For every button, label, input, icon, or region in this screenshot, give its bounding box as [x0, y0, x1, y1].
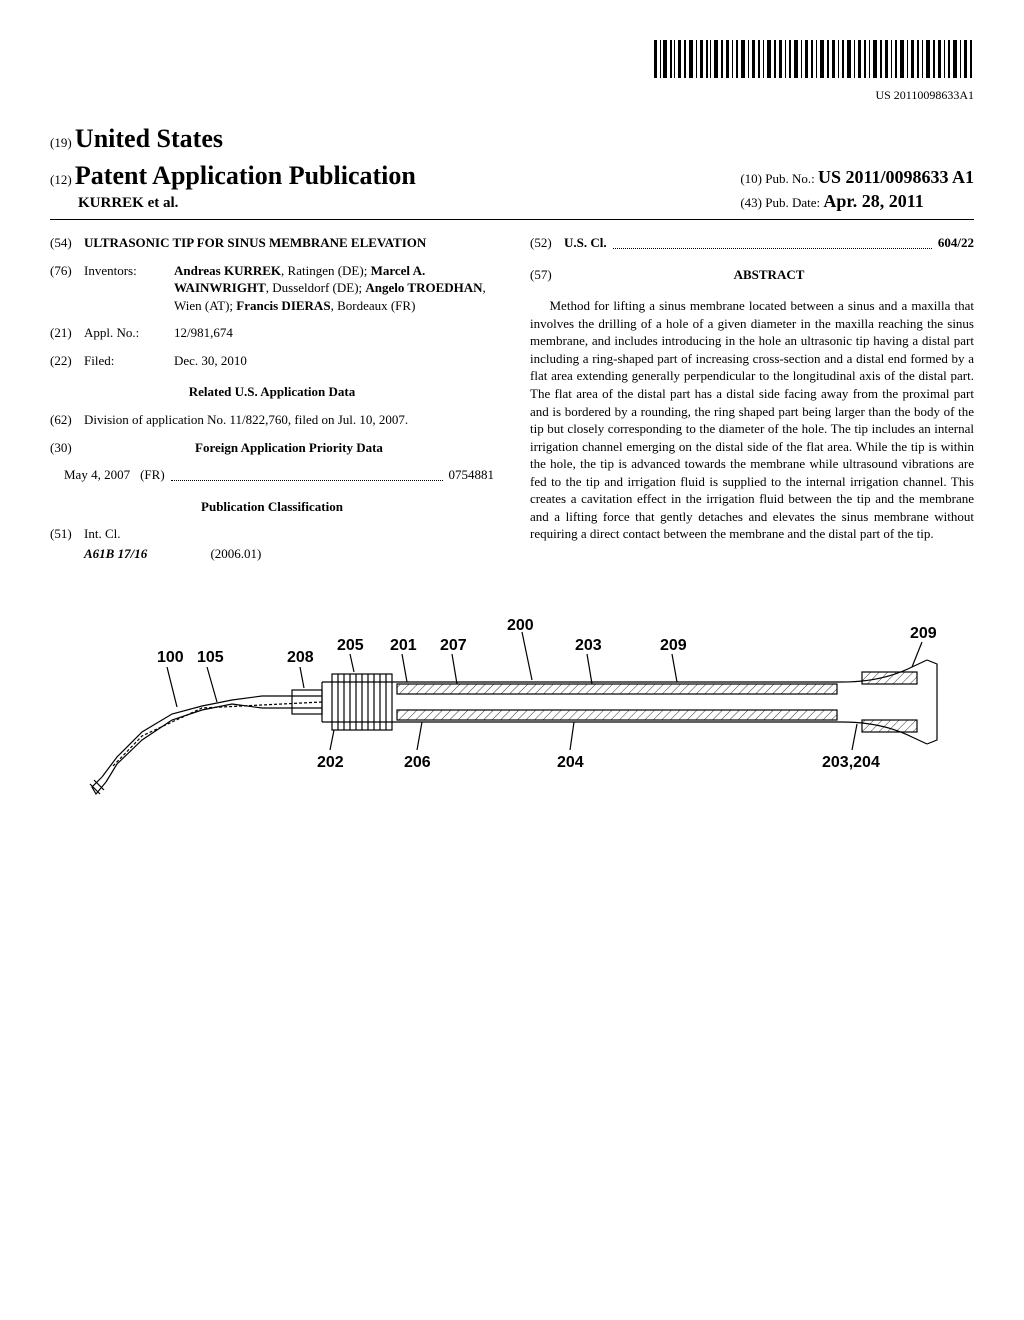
- inventors-list: Andreas KURREK, Ratingen (DE); Marcel A.…: [174, 262, 494, 315]
- intcl-code: (51): [50, 525, 84, 543]
- patent-figure: 100 105 208 205 201 207 200 203 209 209 …: [50, 612, 974, 817]
- left-column: (54) ULTRASONIC TIP FOR SINUS MEMBRANE E…: [50, 234, 494, 562]
- country-name: United States: [75, 124, 223, 153]
- priority-country: (FR): [140, 466, 165, 484]
- pubclass-heading: Publication Classification: [50, 498, 494, 516]
- barcode-block: [50, 40, 974, 83]
- foreign-priority-row: (30) Foreign Application Priority Data: [50, 439, 494, 457]
- application-number: 12/981,674: [174, 324, 494, 342]
- abstract-heading: ABSTRACT: [564, 266, 974, 284]
- ipc-line: A61B 17/16 (2006.01): [84, 545, 494, 563]
- division-code: (62): [50, 411, 84, 429]
- fig-label-209b: 209: [910, 625, 937, 642]
- fig-label-206: 206: [404, 754, 431, 771]
- fig-label-203204: 203,204: [822, 754, 880, 771]
- fig-label-204: 204: [557, 754, 584, 771]
- fig-label-205: 205: [337, 637, 364, 654]
- filed-date: Dec. 30, 2010: [174, 352, 494, 370]
- division-row: (62) Division of application No. 11/822,…: [50, 411, 494, 429]
- inventors-label: Inventors:: [84, 262, 174, 315]
- filed-row: (22) Filed: Dec. 30, 2010: [50, 352, 494, 370]
- fig-label-207: 207: [440, 637, 467, 654]
- ipc-code: A61B 17/16: [84, 546, 147, 561]
- abstract-heading-row: (57) ABSTRACT: [530, 266, 974, 294]
- uscl-row: (52) U.S. Cl. 604/22: [530, 234, 974, 252]
- fig-label-209: 209: [660, 637, 687, 654]
- uscl-code: (52): [530, 234, 564, 252]
- dotted-leader: [171, 466, 443, 481]
- publication-kind: Patent Application Publication: [75, 161, 416, 190]
- publication-date: Apr. 28, 2011: [823, 191, 923, 211]
- barcode-image: [654, 40, 974, 78]
- uscl-label: U.S. Cl.: [564, 234, 607, 252]
- related-data-heading: Related U.S. Application Data: [50, 383, 494, 401]
- kind-code: (12): [50, 172, 72, 187]
- foreign-priority-heading: Foreign Application Priority Data: [84, 439, 494, 457]
- priority-date: May 4, 2007: [64, 466, 130, 484]
- header-left: (19) United States (12) Patent Applicati…: [50, 121, 416, 213]
- fig-label-201: 201: [390, 637, 417, 654]
- applno-code: (21): [50, 324, 84, 342]
- title-code: (54): [50, 234, 84, 252]
- intcl-label: Int. Cl.: [84, 525, 494, 543]
- fig-label-200: 200: [507, 617, 534, 634]
- title-row: (54) ULTRASONIC TIP FOR SINUS MEMBRANE E…: [50, 234, 494, 252]
- applno-row: (21) Appl. No.: 12/981,674: [50, 324, 494, 342]
- fig-label-100: 100: [157, 649, 184, 666]
- inventors-row: (76) Inventors: Andreas KURREK, Ratingen…: [50, 262, 494, 315]
- division-text: Division of application No. 11/822,760, …: [84, 411, 494, 429]
- pubno-label: Pub. No.:: [765, 171, 814, 186]
- fig-label-105: 105: [197, 649, 224, 666]
- ipc-year: (2006.01): [210, 546, 261, 561]
- header-right: (10) Pub. No.: US 2011/0098633 A1 (43) P…: [740, 165, 974, 214]
- pubdate-code: (43): [740, 195, 762, 210]
- pubno-code: (10): [740, 171, 762, 186]
- fig-label-208: 208: [287, 649, 314, 666]
- country-code: (19): [50, 135, 72, 150]
- intcl-row: (51) Int. Cl.: [50, 525, 494, 543]
- header-authors: KURREK et al.: [78, 193, 416, 213]
- abstract-code: (57): [530, 266, 564, 294]
- barcode-text: US 20110098633A1: [50, 87, 974, 103]
- publication-number: US 2011/0098633 A1: [818, 167, 974, 187]
- abstract-text: Method for lifting a sinus membrane loca…: [530, 297, 974, 543]
- priority-number: 0754881: [449, 466, 495, 484]
- pubdate-label: Pub. Date:: [765, 195, 820, 210]
- invention-title: ULTRASONIC TIP FOR SINUS MEMBRANE ELEVAT…: [84, 234, 494, 252]
- header-row: (19) United States (12) Patent Applicati…: [50, 121, 974, 220]
- filed-label: Filed:: [84, 352, 174, 370]
- uscl-value: 604/22: [938, 234, 974, 252]
- dotted-leader: [613, 234, 932, 249]
- filed-code: (22): [50, 352, 84, 370]
- fig-label-202: 202: [317, 754, 344, 771]
- fig-label-203: 203: [575, 637, 602, 654]
- applno-label: Appl. No.:: [84, 324, 174, 342]
- foreign-code: (30): [50, 439, 84, 457]
- biblio-columns: (54) ULTRASONIC TIP FOR SINUS MEMBRANE E…: [50, 234, 974, 562]
- inventors-code: (76): [50, 262, 84, 315]
- right-column: (52) U.S. Cl. 604/22 (57) ABSTRACT Metho…: [530, 234, 974, 562]
- figure-svg: 100 105 208 205 201 207 200 203 209 209 …: [82, 612, 942, 812]
- priority-line: May 4, 2007 (FR) 0754881: [64, 466, 494, 484]
